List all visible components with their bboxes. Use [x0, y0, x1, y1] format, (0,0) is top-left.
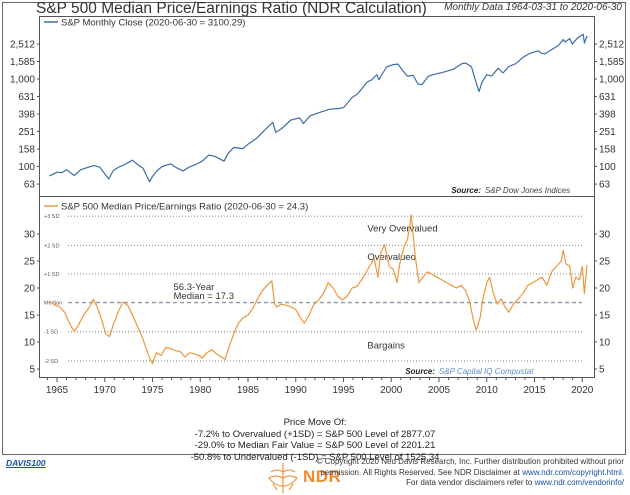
- annotation-label: Overvalued: [367, 252, 416, 263]
- lower-left-tick-label: 30: [24, 230, 36, 241]
- x-tick-label: 2000: [380, 385, 403, 396]
- valuation-annotations: Very Overvalued Overvalued 56.3-YearMedian…: [174, 223, 438, 351]
- copyright-line-1: © Copyright 2020 Ned Davis Research, Inc…: [316, 457, 624, 466]
- upper-left-tick-label: 631: [18, 92, 35, 103]
- sd-label: -1 SD: [44, 330, 58, 336]
- upper-panel-border: [39, 16, 595, 197]
- x-tick-label: 1975: [141, 385, 164, 396]
- lower-y-axis-left: 5 10 15 20 25 30: [24, 230, 40, 376]
- x-tick-label: 1985: [237, 385, 260, 396]
- annotation-label: Bargains: [367, 340, 405, 351]
- upper-left-tick-label: 1,585: [10, 57, 35, 68]
- lower-panel-border: [39, 196, 595, 378]
- lower-left-tick-label: 20: [24, 284, 36, 295]
- lower-panel-pe: S&P 500 Median Price/Earnings Ratio (202…: [24, 196, 611, 396]
- annotation-label: Median = 17.3: [174, 291, 234, 302]
- upper-y-axis-right: 63 100 158 251 398 631 1,000 1,585 2,512: [594, 39, 624, 191]
- price-move-box: Price Move Of: -7.2% to Overvalued (+1SD…: [0, 417, 630, 463]
- ndr-logo-text: NDR: [303, 467, 342, 486]
- pe-source[interactable]: S&P Capital IQ Compustat: [439, 367, 534, 376]
- price-line: [49, 33, 588, 183]
- x-tick-label: 1995: [332, 385, 355, 396]
- pe-legend-label: S&P 500 Median Price/Earnings Ratio (202…: [61, 202, 308, 213]
- lower-left-tick-label: 15: [24, 311, 36, 322]
- chart-frame: [2, 2, 626, 455]
- lower-right-tick-label: 30: [599, 230, 611, 241]
- annotation-label: Very Overvalued: [367, 223, 437, 234]
- lower-right-tick-label: 25: [599, 257, 611, 268]
- lower-left-tick-label: 5: [29, 365, 35, 376]
- price-move-overvalued: -7.2% to Overvalued (+1SD) = S&P 500 Lev…: [194, 428, 436, 440]
- upper-right-tick-label: 100: [599, 162, 616, 173]
- lower-right-tick-label: 10: [599, 338, 611, 349]
- lower-right-tick-label: 20: [599, 284, 611, 295]
- price-source: S&P Dow Jones Indices: [485, 186, 570, 195]
- upper-left-tick-label: 398: [18, 110, 35, 121]
- upper-right-tick-label: 158: [599, 145, 616, 156]
- x-tick-label: 1970: [94, 385, 117, 396]
- lower-right-tick-label: 5: [599, 365, 605, 376]
- x-axis-years: 1965 1970 1975 1980 1985 1990 1995 2000 2005 2010…: [46, 377, 594, 396]
- upper-right-tick-label: 1,585: [599, 57, 624, 68]
- sd-label: +2 SD: [44, 243, 59, 249]
- ndr-logo-icon: [268, 463, 298, 493]
- date-range-subtitle: Monthly Data 1964-03-31 to 2020-06-30: [444, 2, 622, 13]
- lower-right-tick-label: 15: [599, 311, 611, 322]
- copyright-line-2: permission. All Rights Reserved. See NDR…: [320, 467, 520, 477]
- upper-right-tick-label: 631: [599, 92, 616, 103]
- chart-code-link[interactable]: DAVIS100: [6, 458, 46, 468]
- x-tick-label: 1965: [46, 385, 69, 396]
- sd-label: -2 SD: [44, 359, 58, 365]
- upper-right-tick-label: 2,512: [599, 39, 624, 50]
- sd-label: +3 SD: [44, 214, 59, 220]
- lower-left-tick-label: 10: [24, 338, 36, 349]
- vendor-info-link[interactable]: www.ndr.com/vendorinfo/: [534, 478, 624, 487]
- sd-label: +1 SD: [44, 272, 59, 278]
- price-legend-label: S&P Monthly Close (2020-06-30 = 3100.29): [61, 18, 245, 29]
- price-move-undervalued: -50.8% to Undervalued (-1SD) = S&P 500 L…: [190, 451, 440, 463]
- upper-left-tick-label: 1,000: [10, 75, 35, 86]
- upper-panel-price: S&P Monthly Close (2020-06-30 = 3100.29)…: [10, 16, 624, 197]
- annotation-label: 56.3-Year: [174, 282, 215, 293]
- upper-right-tick-label: 398: [599, 110, 616, 121]
- lower-left-tick-label: 25: [24, 257, 36, 268]
- pe-line: [49, 214, 588, 365]
- x-tick-label: 2005: [428, 385, 451, 396]
- x-tick-label: 2010: [476, 385, 499, 396]
- page-title: S&P 500 Median Price/Earnings Ratio (NDR…: [36, 0, 427, 17]
- upper-left-tick-label: 158: [18, 145, 35, 156]
- upper-right-tick-label: 63: [599, 180, 611, 191]
- x-tick-label: 2020: [571, 385, 594, 396]
- upper-left-tick-label: 63: [24, 180, 36, 191]
- lower-y-axis-right: 5 10 15 20 25 30: [594, 230, 611, 376]
- upper-right-tick-label: 251: [599, 127, 616, 138]
- x-tick-label: 1980: [189, 385, 212, 396]
- upper-y-axis-left: 63 100 158 251 398 631 1,000 1,585 2,512: [10, 39, 40, 191]
- upper-left-tick-label: 100: [18, 162, 35, 173]
- copyright-link[interactable]: www.ndr.com/copyright.html.: [522, 467, 624, 477]
- upper-right-tick-label: 1,000: [599, 75, 624, 86]
- upper-left-tick-label: 251: [18, 127, 35, 138]
- price-move-heading: Price Move Of:: [283, 417, 347, 428]
- pe-source-label: Source:: [405, 367, 435, 376]
- price-source-label: Source:: [451, 186, 481, 195]
- upper-left-tick-label: 2,512: [10, 39, 35, 50]
- copyright-line-3: For data vendor disclaimers refer to: [406, 478, 533, 487]
- price-move-median: -29.0% to Median Fair Value = S&P 500 Le…: [194, 440, 436, 451]
- x-tick-label: 2015: [523, 385, 546, 396]
- x-tick-label: 1990: [285, 385, 308, 396]
- copyright-notice: © Copyright 2020 Ned Davis Research, Inc…: [317, 457, 624, 489]
